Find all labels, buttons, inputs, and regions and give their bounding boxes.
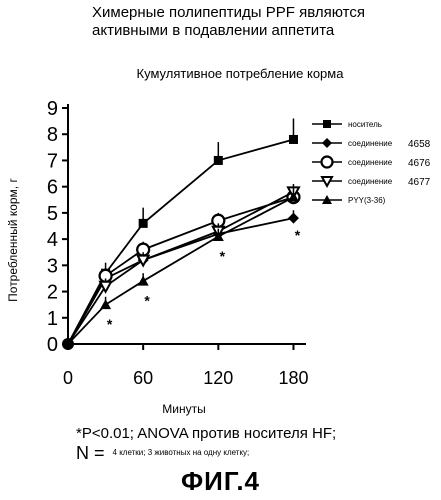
y-tick-label: 5 xyxy=(47,203,58,225)
y-tick-label: 1 xyxy=(47,308,58,330)
data-point xyxy=(100,282,111,292)
chart-axes: 0 1 2 3 4 5 6 7 8 9 0 60 120 180 xyxy=(47,98,309,388)
data-point xyxy=(139,219,148,228)
significance-star: * xyxy=(144,292,150,308)
series-4 xyxy=(68,187,299,344)
chart-legend: носитель соединение 4658 соединение 4676 соед… xyxy=(312,120,431,205)
n-line: N = 4 клетки; 3 животных на одну клетку; xyxy=(76,443,249,464)
origin-point xyxy=(62,338,74,350)
legend-label: соединение xyxy=(348,139,393,148)
x-axis-label: Минуты xyxy=(162,402,205,416)
series-3 xyxy=(68,184,299,344)
figure-label: ФИГ.4 xyxy=(0,466,441,497)
legend-label: носитель xyxy=(348,120,382,129)
legend-code: 4658 xyxy=(408,139,431,150)
footnote: *P<0.01; ANOVA против носителя HF; xyxy=(76,425,336,442)
data-point xyxy=(138,256,149,266)
x-tick-label: 180 xyxy=(278,368,308,388)
y-tick-label: 3 xyxy=(47,255,58,277)
n-details: 4 клетки; 3 животных на одну клетку; xyxy=(113,448,250,457)
data-point xyxy=(214,156,223,165)
chart-title: Кумулятивное потребление корма xyxy=(137,66,345,81)
data-point xyxy=(138,276,149,286)
significance-layer: * * * * xyxy=(107,227,301,332)
significance-star: * xyxy=(220,248,226,264)
legend-marker xyxy=(323,120,331,128)
data-point xyxy=(288,213,299,224)
y-tick-label: 4 xyxy=(47,229,58,251)
legend-label: соединение xyxy=(348,158,393,167)
food-intake-chart: Кумулятивное потребление корма 0 1 2 3 4 5 6 7 8… xyxy=(0,0,441,420)
legend-label: соединение xyxy=(348,177,393,186)
significance-star: * xyxy=(295,227,301,243)
legend-marker xyxy=(322,138,332,148)
legend-label: PYY(3-36) xyxy=(348,196,386,205)
y-tick-label: 9 xyxy=(47,98,58,120)
significance-star: * xyxy=(107,316,113,332)
legend-code: 4677 xyxy=(408,177,431,188)
legend-marker xyxy=(322,157,333,168)
x-tick-label: 60 xyxy=(133,368,153,388)
series-line xyxy=(68,139,293,344)
data-point xyxy=(289,135,298,144)
x-tick-label: 0 xyxy=(63,368,73,388)
legend-marker xyxy=(322,177,332,186)
y-tick-label: 0 xyxy=(47,334,58,356)
legend-code: 4676 xyxy=(408,158,431,169)
y-tick-label: 7 xyxy=(47,150,58,172)
y-tick-label: 8 xyxy=(47,124,58,146)
x-tick-label: 120 xyxy=(203,368,233,388)
series-0 xyxy=(68,118,298,344)
y-tick-label: 6 xyxy=(47,177,58,199)
series-layer xyxy=(62,118,299,350)
y-axis-label: Потребленный корм, г xyxy=(6,178,20,302)
y-tick-label: 2 xyxy=(47,282,58,304)
n-label: N = xyxy=(76,443,105,463)
data-point xyxy=(100,299,111,309)
